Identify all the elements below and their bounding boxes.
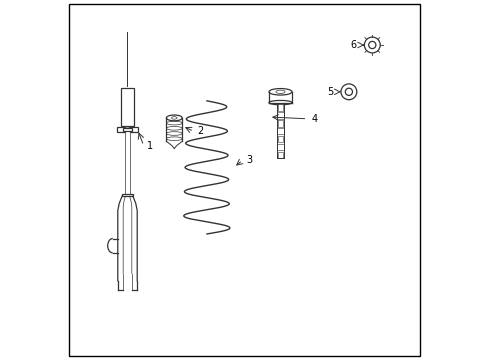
Ellipse shape (268, 100, 291, 105)
Text: 3: 3 (246, 155, 252, 165)
Bar (276, 128, 284, 135)
Bar (277, 104, 283, 111)
Bar (121, 88, 134, 126)
Ellipse shape (345, 88, 352, 95)
Text: 1: 1 (147, 141, 153, 151)
Ellipse shape (268, 89, 291, 95)
Bar (277, 152, 283, 158)
Bar (125, 131, 129, 194)
Ellipse shape (364, 37, 380, 53)
Ellipse shape (275, 90, 285, 94)
Bar (122, 128, 132, 131)
Text: 5: 5 (326, 87, 333, 97)
Ellipse shape (166, 115, 182, 121)
Ellipse shape (124, 127, 130, 130)
Ellipse shape (368, 41, 375, 49)
Bar (276, 144, 284, 150)
Ellipse shape (340, 84, 356, 100)
Text: 2: 2 (197, 126, 203, 136)
Bar (117, 127, 137, 132)
Text: 6: 6 (350, 40, 356, 50)
Bar (276, 112, 284, 118)
Bar (277, 136, 283, 143)
Text: 4: 4 (310, 114, 317, 124)
Bar (277, 120, 283, 126)
Ellipse shape (171, 117, 177, 119)
Bar (122, 194, 133, 196)
